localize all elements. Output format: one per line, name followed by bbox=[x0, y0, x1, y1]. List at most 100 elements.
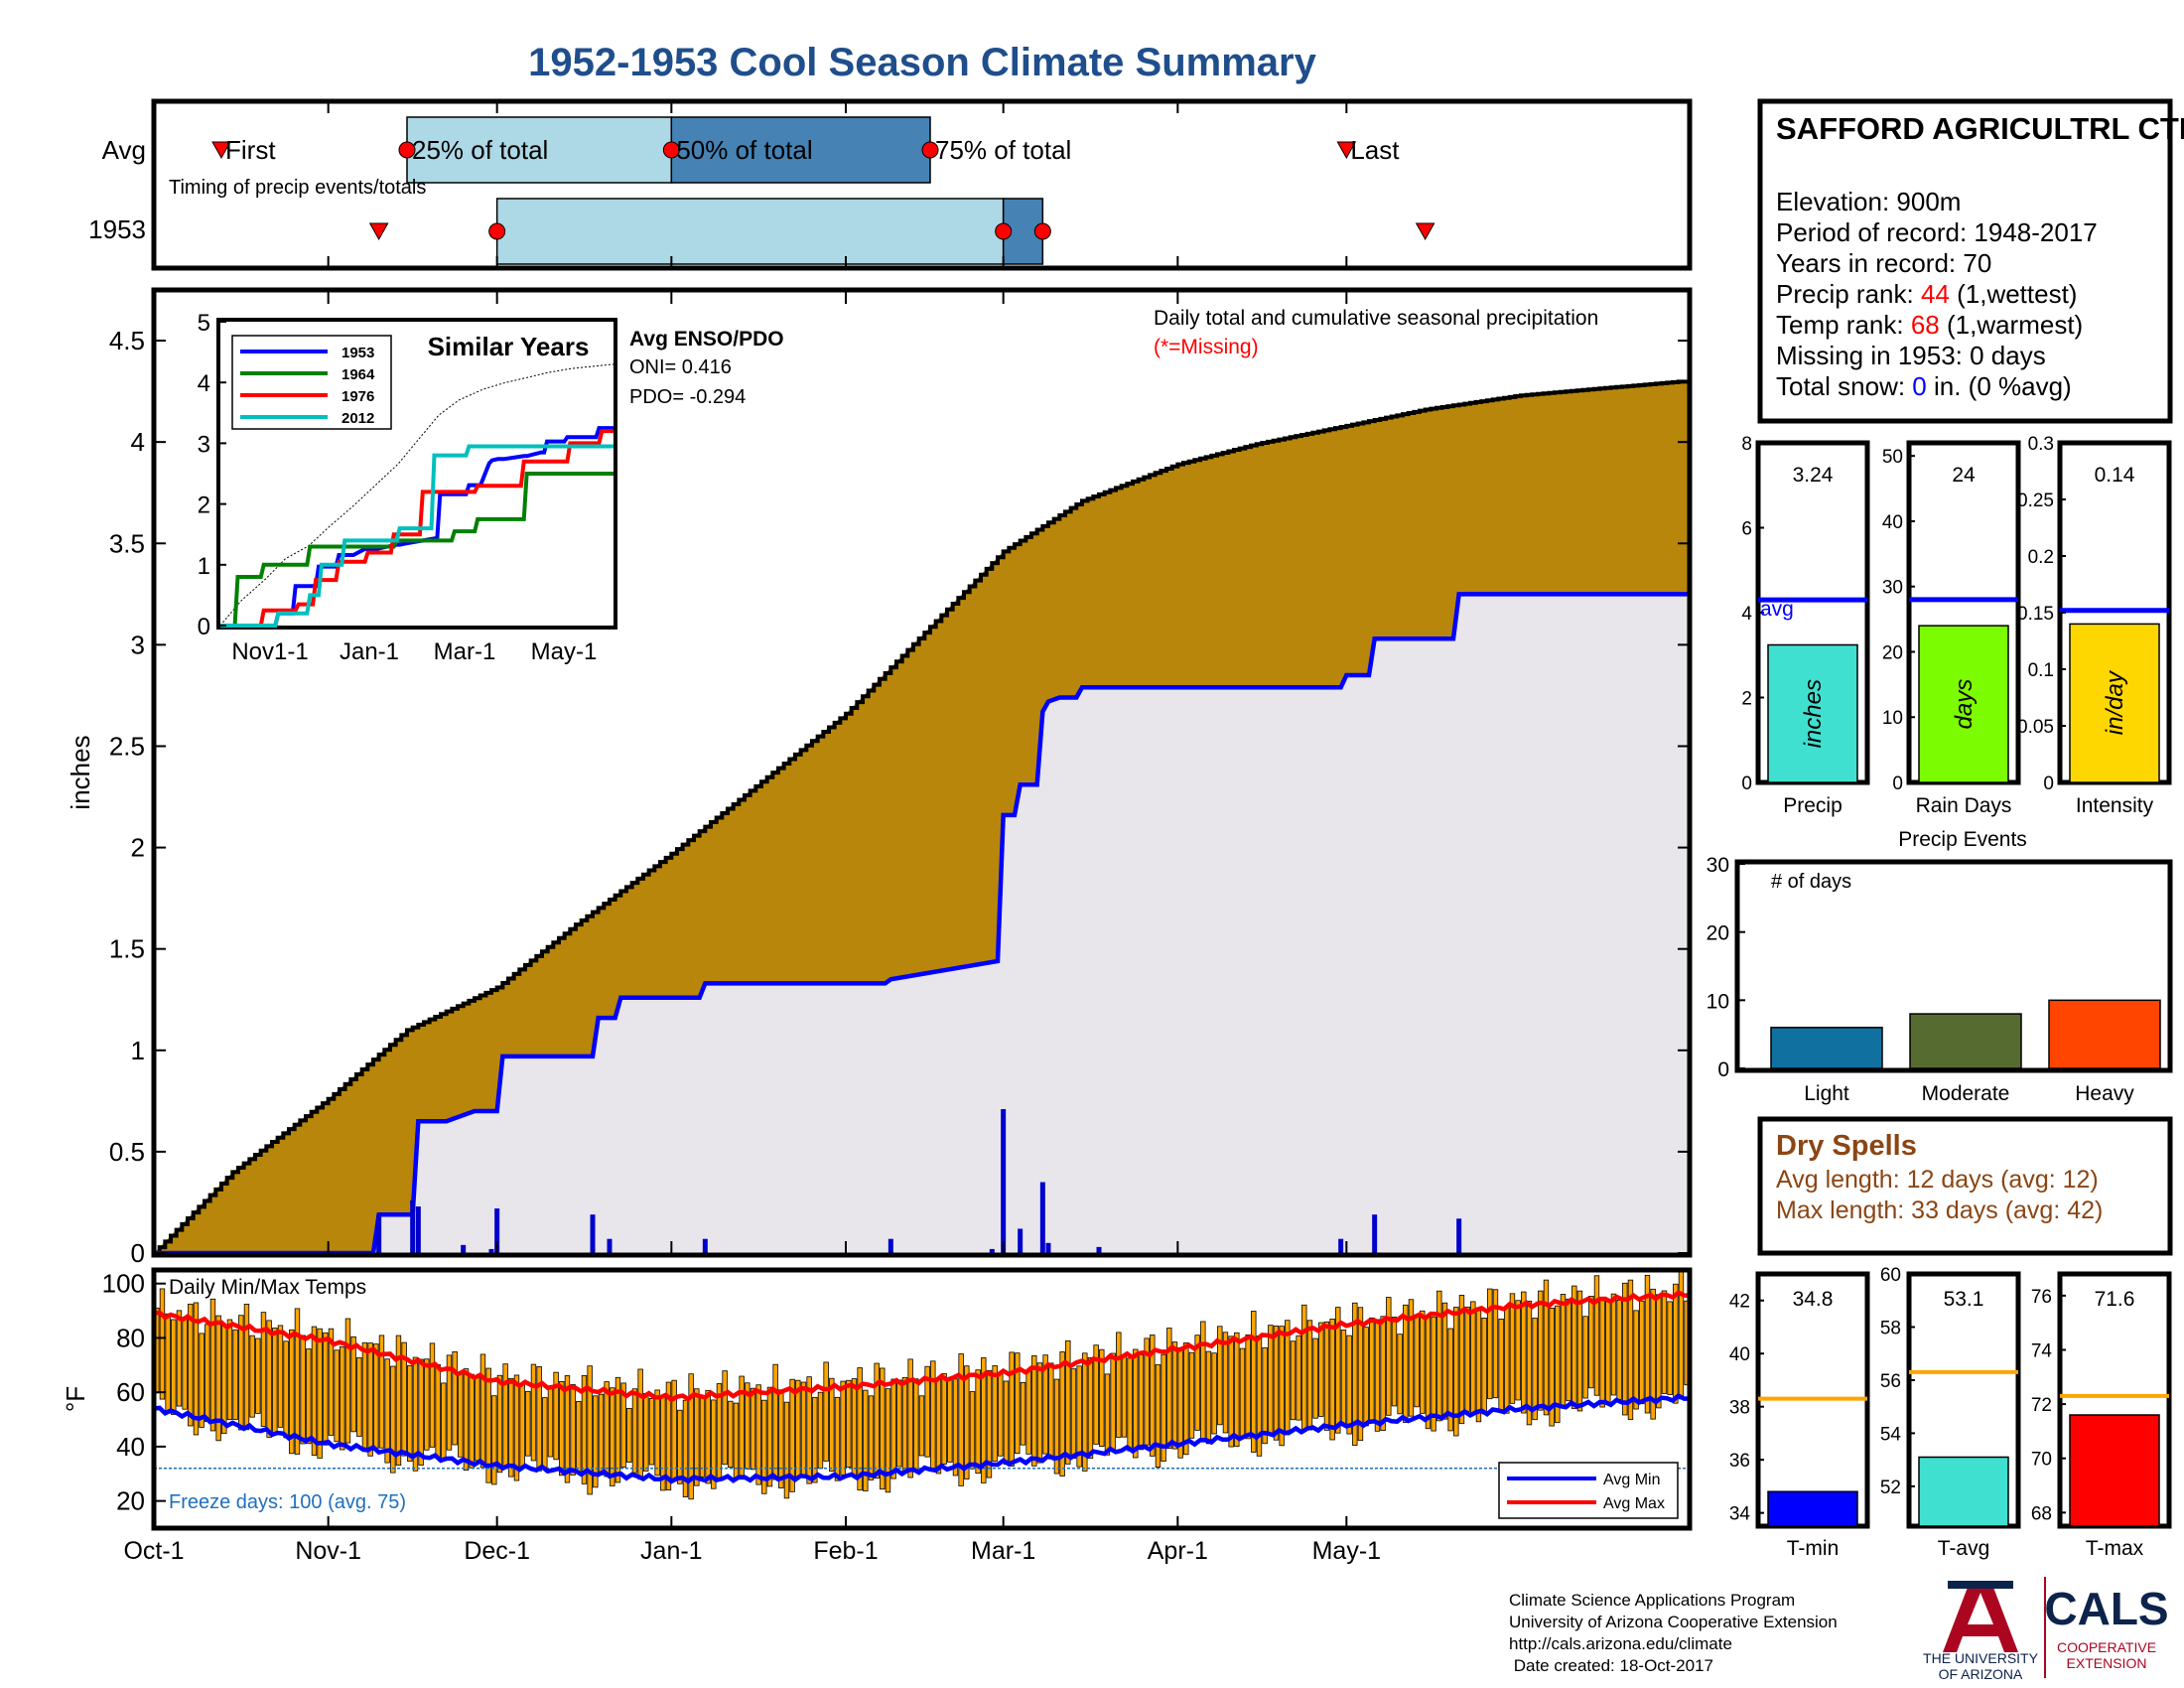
event-category-label: Heavy bbox=[2075, 1082, 2134, 1105]
daily-temp-bar bbox=[728, 1400, 734, 1469]
daily-temp-bar bbox=[1082, 1352, 1088, 1472]
temp-bar-tick-label: 54 bbox=[1880, 1424, 1902, 1445]
temp-ylabel: °F bbox=[61, 1386, 90, 1412]
temp-title: Daily Min/Max Temps bbox=[169, 1276, 366, 1299]
daily-temp-bar bbox=[795, 1379, 801, 1477]
daily-temp-bar bbox=[1543, 1279, 1550, 1416]
freeze-days-text: Freeze days: 100 (avg. 75) bbox=[169, 1491, 406, 1513]
daily-temp-bar bbox=[643, 1392, 649, 1472]
daily-temp-bar bbox=[593, 1395, 599, 1488]
footer-line2: University of Arizona Cooperative Extens… bbox=[1509, 1613, 1838, 1631]
daily-temp-bar bbox=[1285, 1320, 1291, 1436]
daily-temp-bar bbox=[610, 1387, 615, 1486]
mini-bar-value-1 bbox=[1918, 625, 2009, 783]
daily-temp-bar bbox=[1622, 1282, 1628, 1416]
enso-title: Avg ENSO/PDO bbox=[629, 328, 784, 351]
daily-temp-bar bbox=[165, 1313, 171, 1414]
daily-temp-bar bbox=[1504, 1307, 1510, 1414]
daily-temp-bar bbox=[226, 1319, 233, 1421]
precip-frame-outline bbox=[151, 287, 1693, 1258]
daily-temp-bar bbox=[1397, 1334, 1403, 1415]
daily-temp-bar bbox=[789, 1378, 795, 1492]
daily-temp-bar bbox=[817, 1391, 824, 1469]
daily-temp-bar bbox=[637, 1368, 643, 1480]
pdo-value: PDO= -0.294 bbox=[629, 386, 746, 408]
daily-temp-bar bbox=[1340, 1330, 1347, 1427]
daily-temp-bar bbox=[1610, 1293, 1617, 1396]
percentile-marker bbox=[921, 141, 939, 159]
daily-temp-bar bbox=[846, 1379, 852, 1469]
daily-temp-bar bbox=[1420, 1310, 1426, 1414]
daily-temp-bar bbox=[1521, 1291, 1527, 1414]
daily-temp-bar bbox=[283, 1340, 289, 1439]
daily-temp-bar bbox=[1492, 1289, 1499, 1399]
mini-bar-tick-label: 0.25 bbox=[2017, 491, 2054, 511]
season-cumulative-area bbox=[154, 594, 1690, 1253]
daily-temp-bar bbox=[564, 1375, 571, 1483]
legend-avg-min-label: Avg Min bbox=[1603, 1472, 1661, 1488]
mini-bar-tick-label: 6 bbox=[1741, 519, 1752, 540]
daily-temp-bar bbox=[1200, 1321, 1206, 1439]
x-tick-label: May-1 bbox=[1312, 1537, 1381, 1565]
temp-legend-box bbox=[1498, 1462, 1679, 1519]
timing-p25-label: 25% of total bbox=[412, 135, 548, 165]
mini-bar-unit-label: in/day bbox=[2102, 669, 2128, 735]
daily-temp-bar bbox=[677, 1409, 683, 1484]
daily-temp-bar bbox=[1616, 1299, 1622, 1400]
precip-y-tick-label: 2.5 bbox=[109, 731, 145, 761]
inset-avg-dotted-line bbox=[219, 363, 615, 627]
mini-bar-value-label: 24 bbox=[1952, 464, 1976, 487]
mini-bar-tick-label: 0.05 bbox=[2017, 717, 2054, 738]
daily-temp-bar bbox=[199, 1333, 205, 1428]
temp-bar-value-1 bbox=[1918, 1456, 2009, 1527]
daily-temp-bar bbox=[384, 1358, 390, 1464]
daily-temp-bar bbox=[750, 1387, 756, 1471]
x-tick-label: Apr-1 bbox=[1148, 1537, 1208, 1565]
daily-temp-bar bbox=[1318, 1322, 1324, 1417]
x-tick-label: Jan-1 bbox=[640, 1537, 703, 1565]
daily-temp-bar bbox=[255, 1337, 261, 1414]
daily-temp-bar bbox=[1036, 1362, 1043, 1464]
daily-temp-bar bbox=[761, 1399, 767, 1494]
daily-temp-bar bbox=[361, 1341, 368, 1453]
daily-temp-bar bbox=[1369, 1317, 1375, 1424]
daily-temp-bar bbox=[1065, 1339, 1071, 1465]
daily-temp-bar bbox=[435, 1363, 441, 1459]
page-title: 1952-1953 Cool Season Climate Summary bbox=[528, 41, 1316, 84]
mini-bar-tick-label: 10 bbox=[1882, 708, 1903, 729]
ua-line2: OF ARIZONA bbox=[1939, 1666, 2023, 1682]
daily-temp-bar bbox=[334, 1349, 340, 1443]
precip-y-tick-label: 0.5 bbox=[109, 1137, 145, 1167]
daily-temp-bar bbox=[1099, 1348, 1105, 1447]
precip-rank: Precip rank: 44 (1,wettest) bbox=[1776, 279, 2077, 309]
daily-temp-bar bbox=[1599, 1297, 1605, 1408]
daily-temp-bar bbox=[1515, 1300, 1521, 1401]
daily-temp-bar bbox=[407, 1364, 413, 1462]
daily-temp-bar bbox=[812, 1396, 818, 1483]
daily-temp-bar bbox=[277, 1325, 284, 1428]
precip-y-tick-label: 0 bbox=[131, 1238, 145, 1268]
snow-value: 0 bbox=[1912, 371, 1926, 401]
daily-temp-bar bbox=[1251, 1311, 1257, 1453]
inset-x-tick-label: Jan-1 bbox=[340, 638, 399, 665]
mini-bar-tick-label: 4 bbox=[1741, 604, 1752, 625]
daily-temp-bar bbox=[992, 1365, 998, 1463]
daily-temp-bar bbox=[1352, 1302, 1358, 1446]
daily-temp-bar bbox=[800, 1381, 807, 1476]
daily-temp-bar bbox=[323, 1332, 329, 1446]
daily-temp-bar bbox=[998, 1373, 1004, 1457]
timing-p75-label: 75% of total bbox=[935, 135, 1071, 165]
daily-temp-bar bbox=[1290, 1340, 1297, 1421]
footer-credits: Climate Science Applications Program Uni… bbox=[1509, 1591, 1838, 1675]
daily-temp-bar bbox=[829, 1377, 835, 1473]
daily-temp-bar bbox=[1582, 1316, 1588, 1399]
daily-temp-bar bbox=[1177, 1346, 1183, 1459]
daily-temp-bar bbox=[654, 1389, 660, 1477]
daily-precip-bar bbox=[1338, 1238, 1344, 1253]
daily-temp-bar bbox=[1380, 1316, 1386, 1431]
daily-temp-bar bbox=[863, 1389, 869, 1491]
daily-temp-bar bbox=[851, 1378, 858, 1477]
daily-precip-bar bbox=[1456, 1218, 1462, 1253]
daily-temp-bar bbox=[1048, 1362, 1054, 1460]
daily-temp-bar bbox=[1301, 1304, 1307, 1432]
